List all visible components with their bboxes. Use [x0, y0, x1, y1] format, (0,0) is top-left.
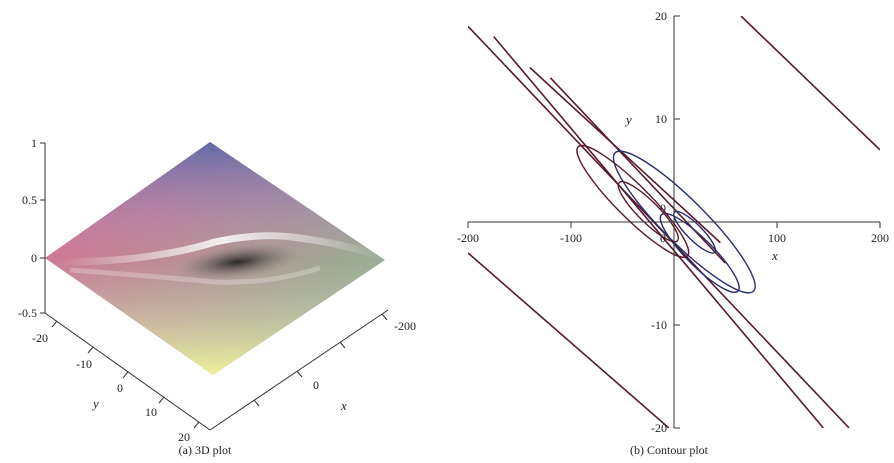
- y-tick-label: 0: [117, 381, 123, 395]
- y-tick-label: 10: [145, 405, 157, 419]
- contour-ellipse: [673, 210, 717, 254]
- caption-a: (a) 3D plot: [179, 443, 232, 457]
- y-axis-label: y: [91, 396, 99, 411]
- contour-x-tick-label: -200: [457, 231, 479, 245]
- contour-plot-panel: -200 -100 0 100 200 x 20 10 -10 -20 0 y …: [457, 9, 889, 457]
- contour-x-axis-label: x: [771, 248, 778, 263]
- contour-line: [740, 16, 880, 151]
- contour-x-tick-label: 100: [768, 231, 786, 245]
- y-tick-label: 20: [178, 430, 190, 444]
- contour-y-tick-label: -20: [651, 421, 667, 435]
- contour-x-tick-label: 0: [660, 231, 666, 245]
- contour-line: [529, 66, 721, 244]
- contour-x-tick-label: -100: [560, 231, 582, 245]
- contour-y-tick-label: -10: [651, 318, 667, 332]
- z-tick-label: 0: [31, 251, 37, 265]
- x-tick-label: 0: [313, 378, 319, 392]
- y-tick-label: -10: [76, 357, 92, 371]
- contour-curves: [468, 16, 880, 428]
- y-axis: -20 -10 0 10 20 y: [32, 312, 211, 444]
- contour-y-tick-label: 10: [655, 112, 667, 126]
- z-tick-label: 0.5: [22, 193, 37, 207]
- z-tick-label: -0.5: [18, 306, 37, 320]
- contour-ellipse: [617, 180, 679, 243]
- contour-ellipse: [576, 144, 690, 258]
- contour-x-tick-label: 200: [871, 231, 889, 245]
- z-tick-label: 1: [31, 136, 37, 150]
- caption-b: (b) Contour plot: [630, 443, 709, 457]
- contour-line: [468, 252, 670, 428]
- surface-dip: [176, 243, 300, 281]
- contour-ellipse: [659, 212, 740, 293]
- z-axis: 1 0.5 0 -0.5: [18, 136, 46, 320]
- x-axis-label: x: [340, 398, 347, 413]
- contour-y-axis-label: y: [624, 112, 632, 127]
- surface-ridge-lower: [69, 265, 321, 285]
- surface: [45, 142, 387, 375]
- surface-ridge: [59, 232, 387, 266]
- x-tick-label: -200: [394, 319, 416, 333]
- contour-y-tick-label: 20: [655, 9, 667, 23]
- surface-plot-panel: 1 0.5 0 -0.5 -20 -10 0 10 20 y: [18, 136, 416, 457]
- y-tick-label: -20: [32, 331, 48, 345]
- contour-line: [493, 36, 824, 428]
- contour-origin-label: 0: [660, 201, 666, 215]
- x-axis: -200 0 x: [209, 309, 416, 431]
- contour-y-axis: 20 10 -10 -20 0 y: [624, 9, 680, 435]
